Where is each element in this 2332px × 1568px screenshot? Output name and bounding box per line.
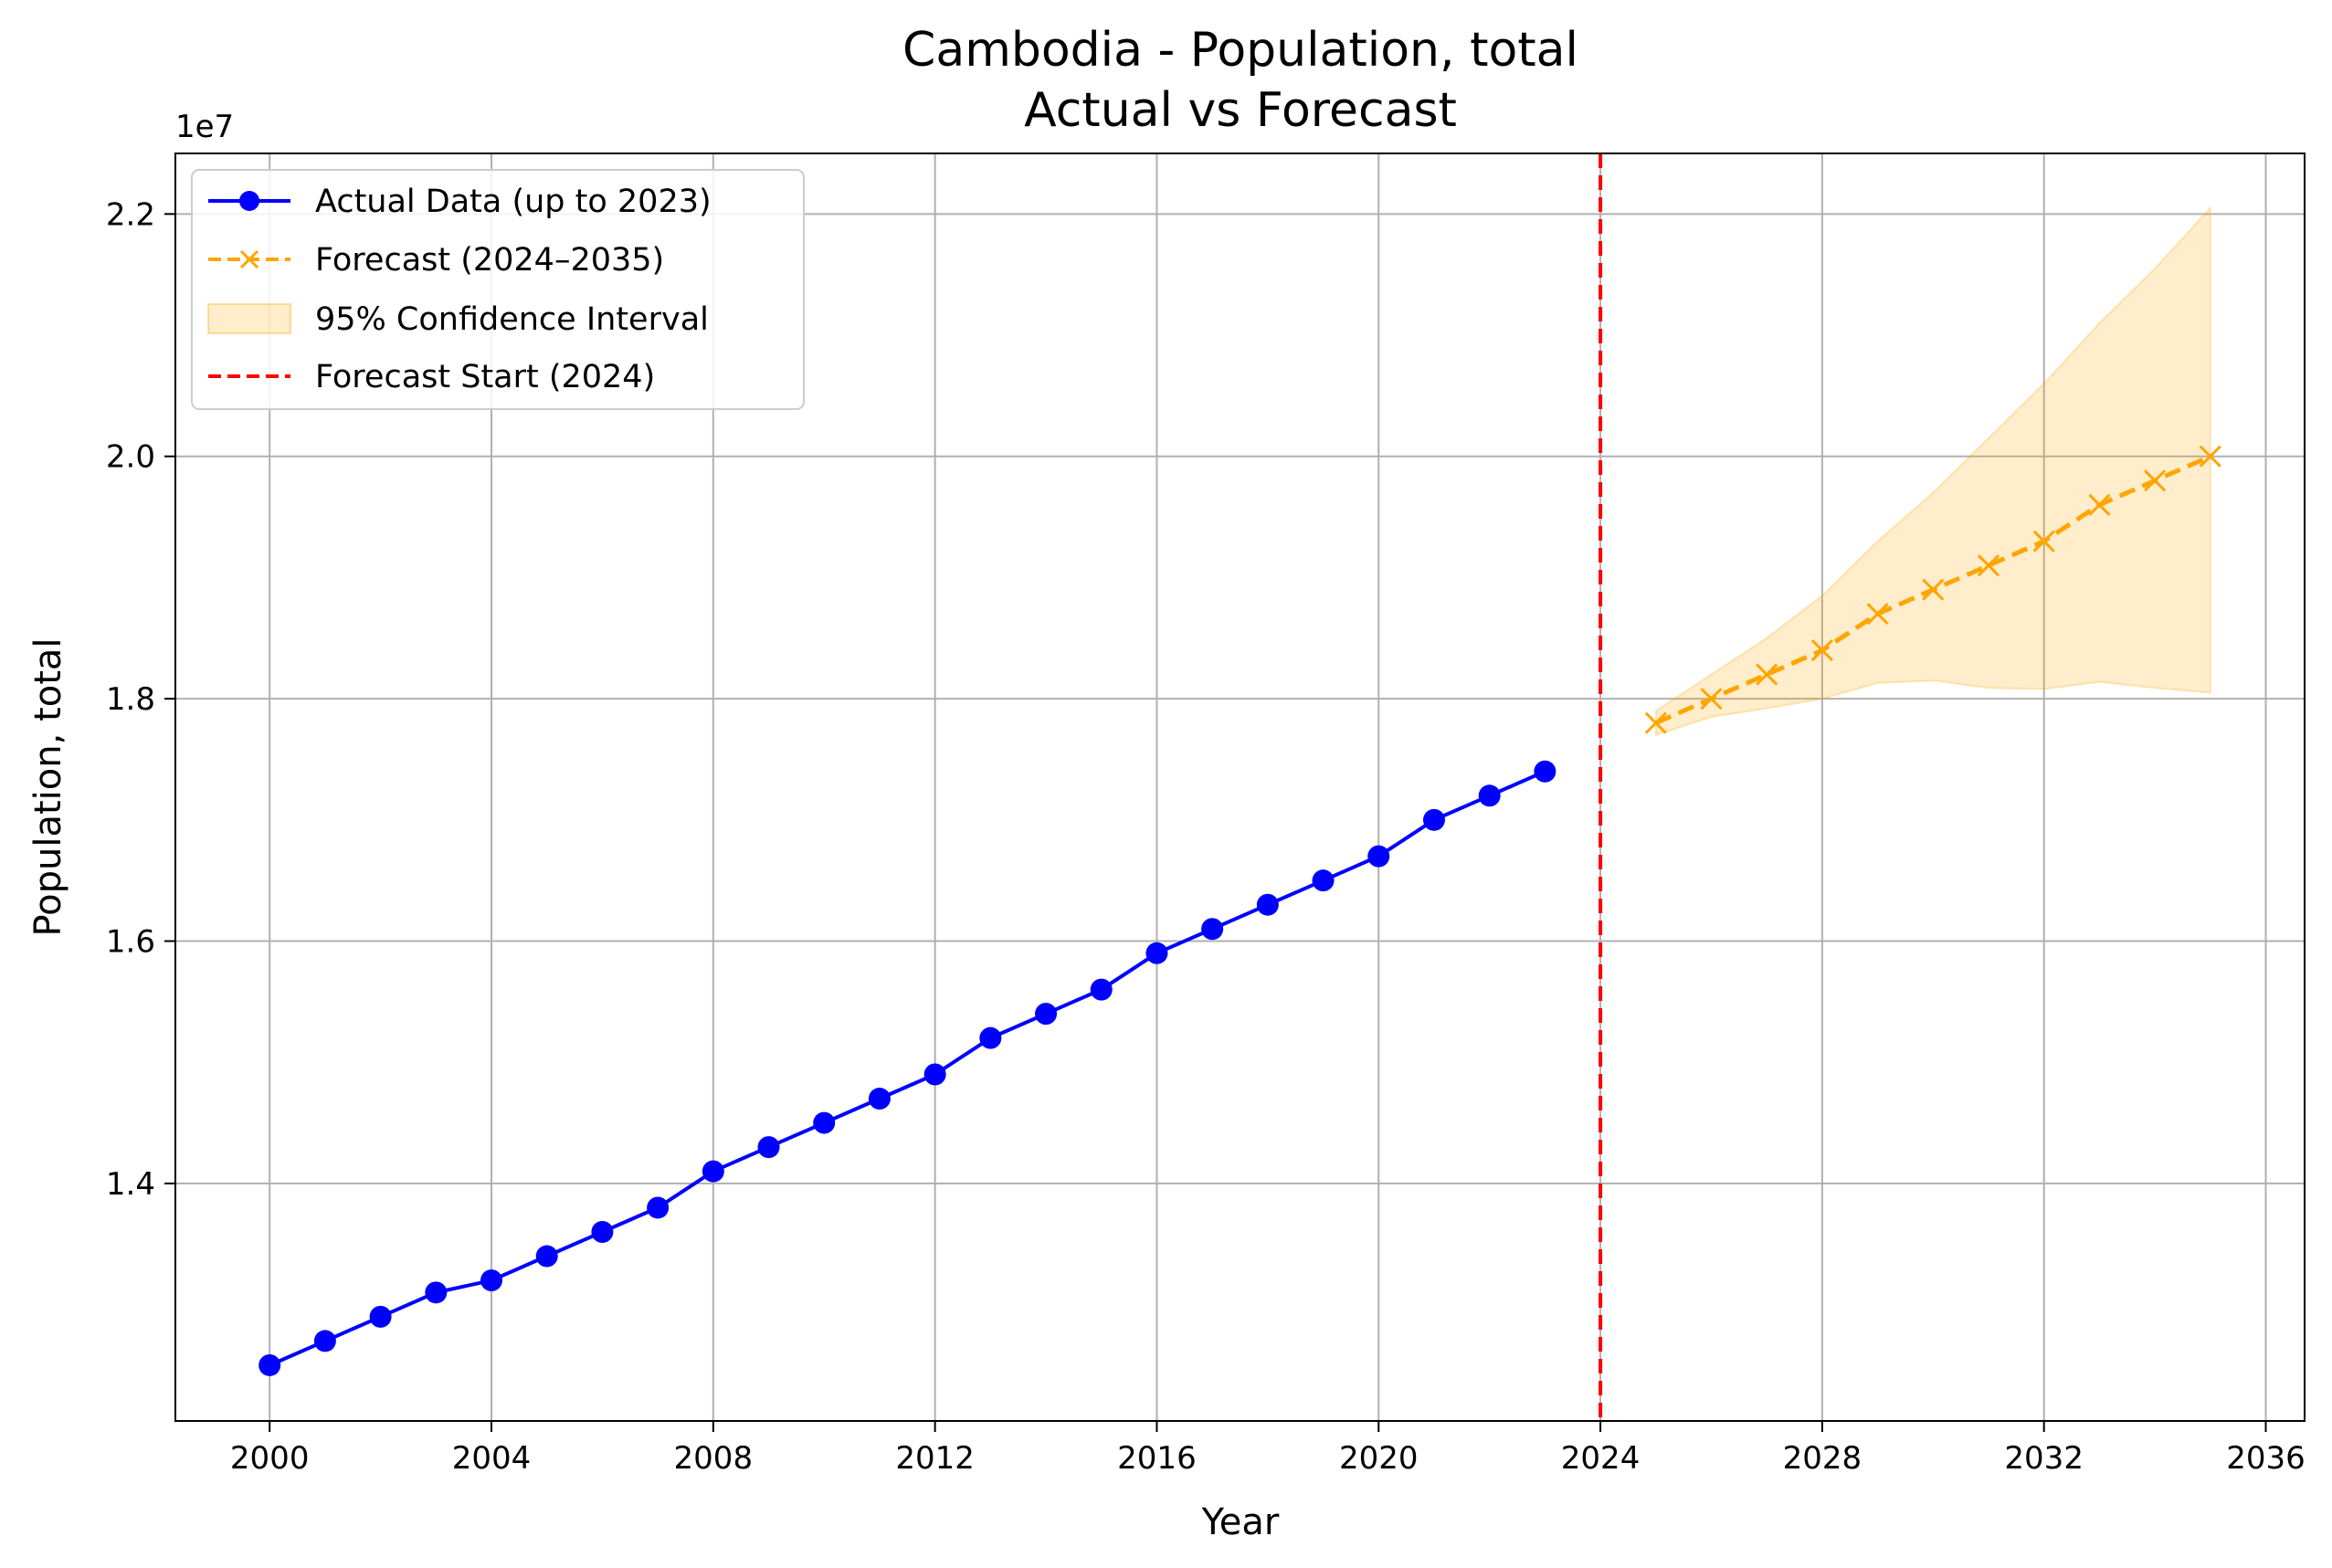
confidence-interval-band	[1654, 205, 2211, 737]
actual-data-point	[313, 1330, 336, 1352]
y-tick-label: 2.2	[106, 196, 155, 233]
legend: Actual Data (up to 2023) Forecast (2024–…	[191, 169, 805, 410]
forecast-data-point	[1922, 578, 1945, 601]
y-tick-label: 1.8	[106, 681, 155, 718]
chart-title: Cambodia - Population, total	[902, 23, 1578, 78]
legend-forecast-marker	[239, 249, 259, 269]
legend-actual-marker	[239, 191, 259, 211]
actual-data-point	[1478, 784, 1501, 807]
chart-subtitle: Actual vs Forecast	[1024, 83, 1457, 138]
forecast-data-point	[1756, 663, 1778, 686]
actual-data-point	[480, 1269, 503, 1292]
forecast-data-point	[1700, 688, 1723, 710]
x-tick-label: 2012	[895, 1440, 975, 1477]
actual-data-point	[591, 1220, 614, 1243]
actual-data-point	[1145, 942, 1168, 964]
plot-frame	[174, 153, 2306, 1422]
legend-forecast-start-label: Forecast Start (2024)	[315, 359, 655, 395]
actual-data-point	[1201, 918, 1224, 941]
forecast-data-point	[2199, 445, 2221, 468]
legend-ci-label: 95% Confidence Interval	[315, 301, 709, 338]
y-tick-label: 1.4	[106, 1166, 155, 1203]
actual-data-point	[369, 1305, 392, 1328]
forecast-data-point	[1866, 603, 1889, 626]
x-axis-label: Year	[1201, 1501, 1280, 1543]
x-tick-label: 2028	[1783, 1440, 1862, 1477]
forecast-data-point	[2032, 530, 2055, 552]
legend-actual-label: Actual Data (up to 2023)	[315, 184, 712, 220]
y-tick-label: 2.0	[106, 439, 155, 476]
actual-data-point	[1256, 893, 1279, 916]
forecast-data-point	[1644, 711, 1667, 734]
actual-data-point	[923, 1063, 946, 1086]
y-axis-label: Population, total	[27, 637, 69, 936]
forecast-data-point	[1977, 554, 2000, 577]
actual-data-point	[868, 1088, 891, 1110]
actual-data-point	[1422, 808, 1445, 831]
actual-data-point	[1035, 1003, 1058, 1026]
actual-data-point	[259, 1353, 281, 1376]
x-tick-label: 2008	[674, 1440, 754, 1477]
y-axis-ticks: 1.4 1.6 1.8 2.0 2.2	[106, 196, 175, 1203]
legend-box	[191, 169, 805, 410]
legend-ci-swatch	[207, 303, 291, 334]
actual-data-point	[1312, 869, 1335, 892]
x-tick-label: 2032	[2004, 1440, 2084, 1477]
x-tick-label: 2024	[1561, 1440, 1641, 1477]
x-tick-label: 2036	[2226, 1440, 2306, 1477]
forecast-data-point	[1810, 638, 1833, 662]
x-axis-ticks: 2000 2004 2008 2012 2016 2020 2024 2028 2032 2036	[230, 1421, 2306, 1477]
x-tick-label: 2000	[230, 1440, 310, 1477]
actual-data-point	[757, 1136, 780, 1159]
y-tick-label: 1.6	[106, 924, 155, 961]
series-layer	[259, 445, 2221, 1376]
actual-data-point	[813, 1111, 836, 1134]
actual-data-point	[1534, 760, 1556, 783]
actual-data-point	[647, 1196, 670, 1219]
actual-data-point	[535, 1245, 558, 1268]
x-tick-label: 2004	[452, 1440, 532, 1477]
legend-forecast-label: Forecast (2024–2035)	[315, 242, 664, 279]
confidence-band-layer	[1654, 205, 2211, 737]
actual-data-point	[1090, 978, 1113, 1001]
actual-data-point	[979, 1026, 1002, 1049]
actual-data-point	[702, 1160, 724, 1183]
forecast-data-point	[2088, 493, 2111, 516]
x-tick-label: 2016	[1117, 1440, 1197, 1477]
actual-data-point	[425, 1281, 448, 1304]
forecast-data-point	[2144, 469, 2167, 492]
x-tick-label: 2020	[1339, 1440, 1419, 1477]
y-axis-scale-label: 1e7	[175, 109, 234, 145]
actual-data-point	[1367, 845, 1390, 868]
